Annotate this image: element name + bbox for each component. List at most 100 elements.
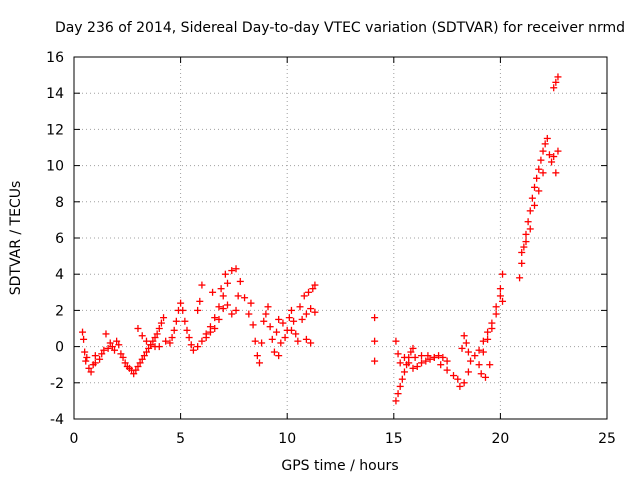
data-point (224, 301, 232, 309)
data-point (475, 346, 483, 354)
data-point (464, 348, 472, 356)
data-point (221, 270, 229, 278)
y-tick-label: 0 (55, 340, 64, 356)
data-point (518, 259, 526, 267)
data-point (121, 359, 129, 367)
data-point (275, 315, 283, 323)
data-point (435, 352, 443, 360)
data-point (543, 134, 551, 142)
data-point (147, 341, 155, 349)
data-point (194, 343, 202, 351)
data-point (232, 265, 240, 273)
data-point (219, 305, 227, 313)
data-point (253, 352, 261, 360)
data-point (539, 169, 547, 177)
data-point (149, 337, 157, 345)
data-point (194, 306, 202, 314)
data-point (168, 334, 176, 342)
data-point (290, 317, 298, 325)
data-point (82, 357, 90, 365)
data-point (302, 310, 310, 318)
data-point (83, 353, 91, 361)
data-point (526, 207, 534, 215)
x-tick-label: 25 (598, 431, 616, 447)
data-point (471, 352, 479, 360)
data-point (305, 288, 313, 296)
data-point (119, 353, 127, 361)
data-point (81, 348, 89, 356)
data-point (85, 364, 93, 372)
data-point (524, 218, 532, 226)
data-point (443, 366, 451, 374)
y-tick-label: 2 (55, 303, 64, 319)
data-point (183, 326, 191, 334)
data-point (492, 303, 500, 311)
data-point (111, 346, 119, 354)
data-point (296, 303, 304, 311)
data-point (251, 337, 259, 345)
data-point (96, 355, 104, 363)
data-points (79, 73, 562, 405)
data-point (268, 335, 276, 343)
data-point (520, 243, 528, 251)
data-point (479, 337, 487, 345)
data-point (477, 370, 485, 378)
data-point (285, 314, 293, 322)
data-point (260, 317, 268, 325)
data-point (302, 335, 310, 343)
data-point (166, 339, 174, 347)
data-point (484, 335, 492, 343)
data-point (488, 325, 496, 332)
data-point (264, 303, 272, 311)
data-point (492, 310, 500, 318)
data-point (413, 363, 421, 371)
data-point (104, 344, 112, 352)
data-point (535, 165, 543, 173)
data-point (479, 348, 487, 356)
data-point (258, 339, 266, 347)
data-point (460, 332, 468, 340)
data-point (554, 73, 562, 81)
data-point (456, 382, 464, 390)
data-point (392, 397, 400, 405)
y-tick-label: 8 (55, 195, 64, 211)
data-point (522, 230, 530, 238)
data-point (496, 285, 504, 293)
data-point (215, 315, 223, 323)
data-point (232, 306, 240, 314)
data-point (292, 330, 300, 338)
data-point (307, 305, 315, 313)
data-point (134, 325, 142, 332)
data-point (409, 364, 417, 372)
y-tick-label: 6 (55, 231, 64, 247)
data-point (518, 248, 526, 256)
data-point (142, 348, 150, 356)
data-point (236, 277, 244, 285)
data-point (241, 294, 249, 302)
data-point (157, 319, 165, 327)
data-point (100, 346, 108, 354)
data-point (548, 158, 556, 166)
x-tick-label: 10 (278, 431, 296, 447)
data-point (550, 153, 558, 161)
data-point (552, 78, 560, 86)
data-point (539, 147, 547, 155)
data-point (138, 332, 146, 340)
data-point (247, 299, 255, 307)
data-point (217, 285, 225, 293)
data-point (545, 151, 553, 159)
data-point (145, 344, 153, 352)
data-point (234, 292, 242, 300)
data-point (439, 353, 447, 361)
data-point (400, 368, 408, 376)
data-point (277, 339, 285, 347)
y-tick-label: 12 (46, 122, 64, 138)
data-point (153, 330, 161, 338)
data-point (179, 306, 187, 314)
data-point (371, 357, 379, 365)
data-point (181, 317, 189, 325)
data-point (535, 187, 543, 195)
data-point (151, 334, 159, 342)
x-axis-label: GPS time / hours (281, 458, 398, 474)
data-point (499, 270, 507, 278)
